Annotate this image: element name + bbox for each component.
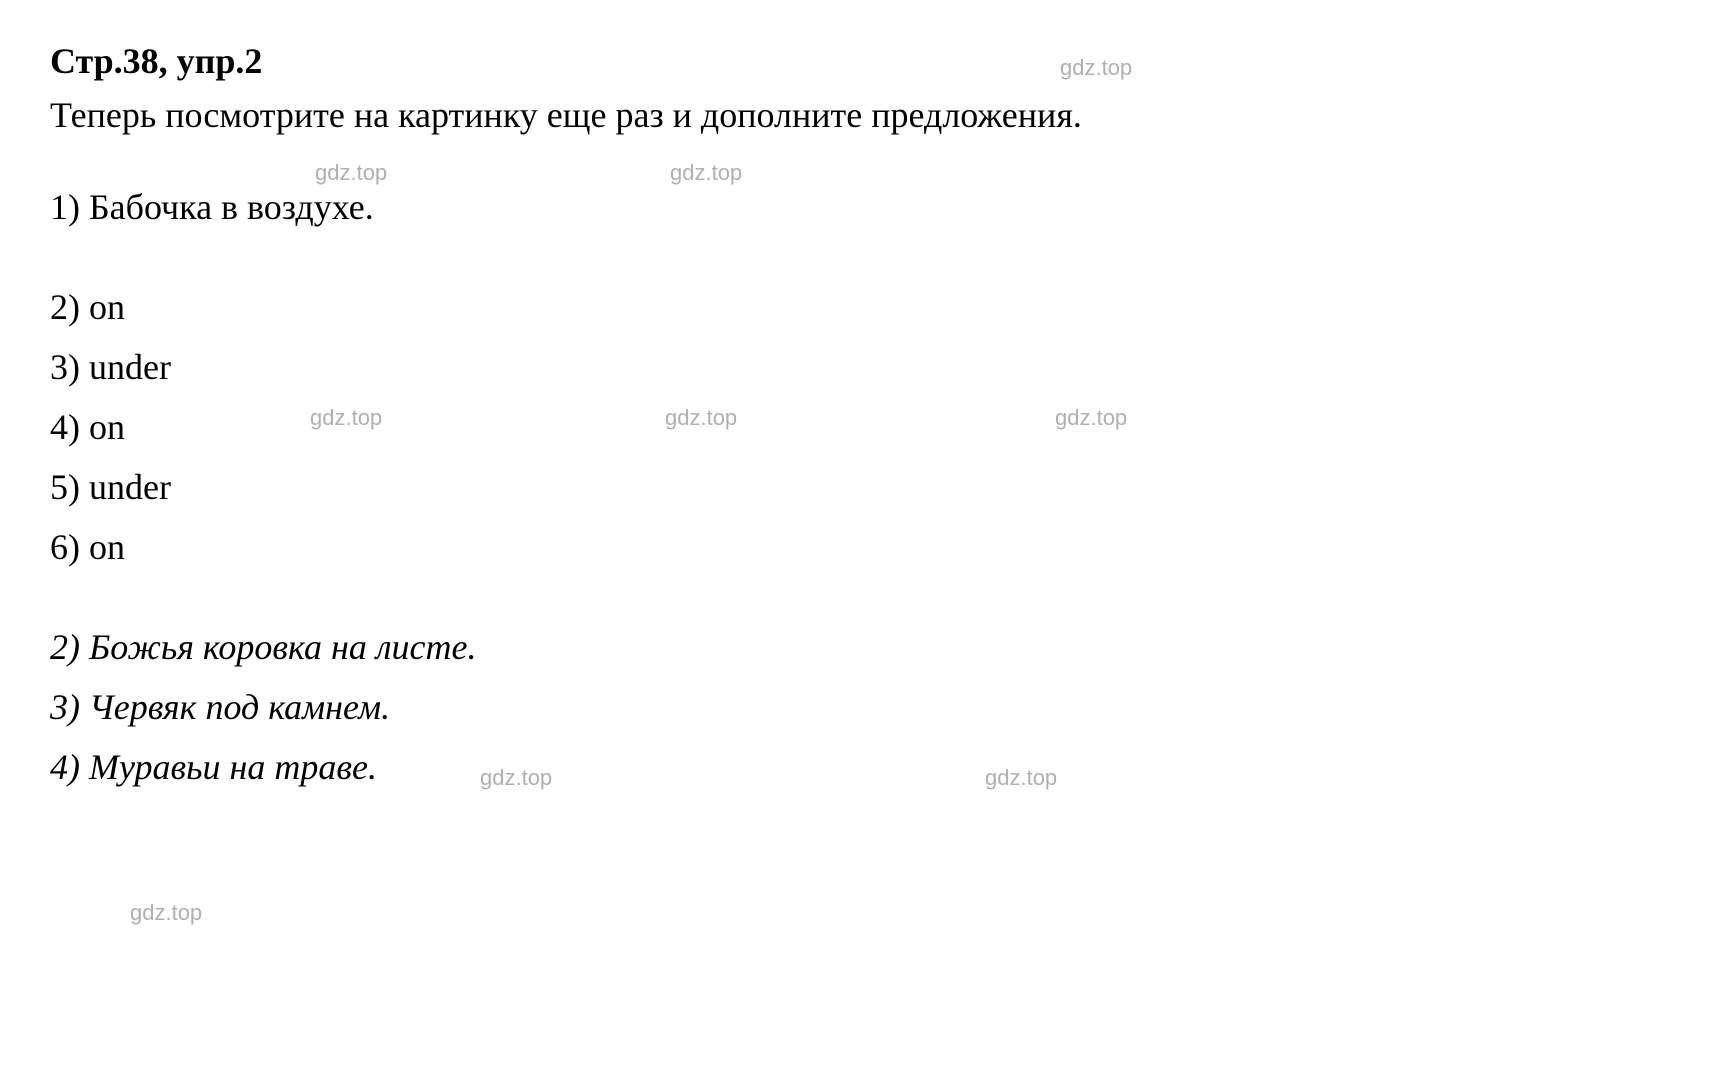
answer-item-4: 4) on bbox=[50, 406, 1662, 448]
answer-item-5: 5) under bbox=[50, 466, 1662, 508]
answer-item-3: 3) under bbox=[50, 346, 1662, 388]
answer-item-2: 2) on bbox=[50, 286, 1662, 328]
watermark: gdz.top bbox=[130, 900, 202, 926]
translation-item-4: 4) Муравьи на траве. bbox=[50, 746, 1662, 788]
translation-item-3: 3) Червяк под камнем. bbox=[50, 686, 1662, 728]
watermark: gdz.top bbox=[670, 160, 742, 186]
answer-item-6: 6) on bbox=[50, 526, 1662, 568]
answer-item-1: 1) Бабочка в воздухе. bbox=[50, 186, 1662, 228]
spacer bbox=[50, 586, 1662, 626]
instruction-text: Теперь посмотрите на картинку еще раз и … bbox=[50, 94, 1662, 136]
watermark: gdz.top bbox=[315, 160, 387, 186]
translation-item-2: 2) Божья коровка на листе. bbox=[50, 626, 1662, 668]
page-title: Стр.38, упр.2 bbox=[50, 40, 1662, 82]
spacer bbox=[50, 246, 1662, 286]
